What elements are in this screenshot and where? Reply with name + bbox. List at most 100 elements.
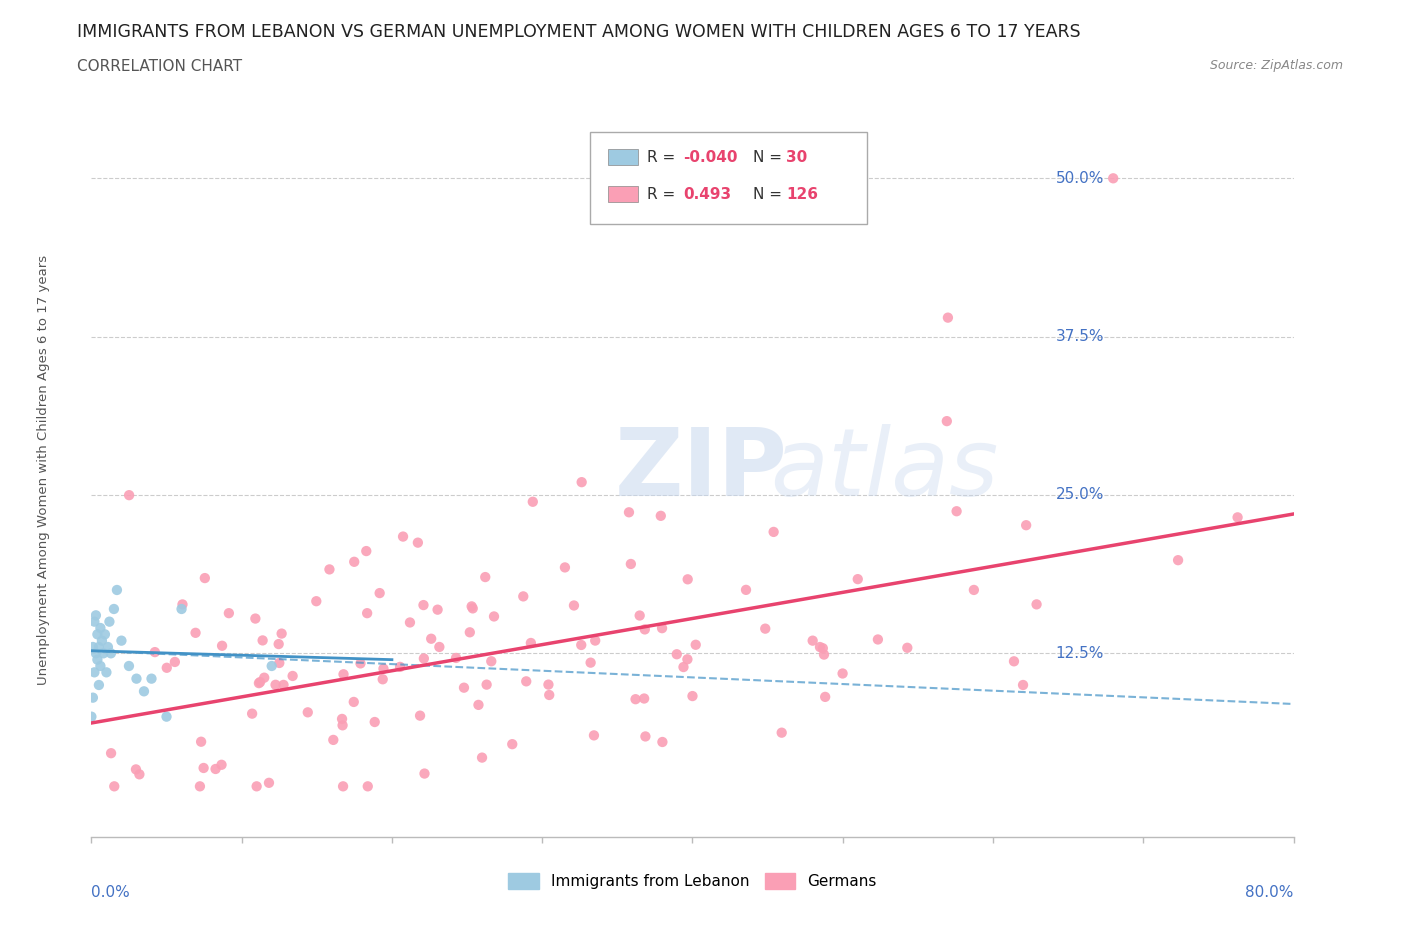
Point [332, 779, 354, 794]
Point [501, 737, 523, 751]
Point [633, 691, 655, 706]
Point [89, 620, 111, 635]
Point [569, 638, 592, 653]
Point [801, 633, 824, 648]
Point [270, 626, 292, 641]
Point [458, 625, 481, 640]
Point [343, 554, 366, 569]
Point [170, 602, 193, 617]
Point [356, 605, 378, 620]
Point [474, 570, 496, 585]
Point [866, 632, 889, 647]
Text: R =: R = [647, 150, 681, 165]
Point [249, 674, 271, 689]
Point [399, 615, 422, 630]
Point [343, 695, 366, 710]
Text: 0.493: 0.493 [683, 187, 731, 202]
Point [357, 779, 380, 794]
Point [194, 571, 217, 586]
Point [163, 655, 186, 670]
Point [650, 509, 672, 524]
Legend: Immigrants from Lebanon, Germans: Immigrants from Lebanon, Germans [502, 868, 883, 896]
Point [125, 671, 148, 686]
Point [665, 647, 688, 662]
Text: 37.5%: 37.5% [1056, 329, 1104, 344]
Point [1226, 510, 1249, 525]
Text: R =: R = [647, 187, 681, 202]
Point [628, 608, 651, 623]
Point [211, 638, 233, 653]
Point [193, 761, 215, 776]
Point [467, 698, 489, 712]
Point [579, 656, 602, 671]
Point [93, 646, 115, 661]
Text: 126: 126 [786, 187, 818, 202]
Point [155, 710, 177, 724]
Point [87, 640, 110, 655]
Point [90, 633, 112, 648]
Point [634, 622, 657, 637]
Point [172, 597, 194, 612]
Point [110, 633, 132, 648]
Point [305, 593, 328, 608]
Point [624, 692, 647, 707]
Point [461, 601, 484, 616]
Point [364, 714, 387, 729]
Point [412, 651, 434, 666]
Text: N =: N = [752, 150, 786, 165]
Point [188, 779, 211, 794]
Point [356, 544, 378, 559]
Point [512, 589, 534, 604]
Point [562, 598, 585, 613]
Point [813, 647, 835, 662]
Point [204, 762, 226, 777]
Point [389, 659, 412, 674]
Text: -0.040: -0.040 [683, 150, 737, 165]
Point [520, 635, 543, 650]
Point [1025, 597, 1047, 612]
Text: 0.0%: 0.0% [91, 884, 131, 899]
FancyBboxPatch shape [609, 186, 638, 202]
Point [211, 757, 233, 772]
Point [156, 660, 179, 675]
Point [373, 661, 395, 676]
Point [617, 505, 640, 520]
Point [132, 684, 155, 698]
Point [371, 671, 394, 686]
Point [936, 311, 959, 325]
Point [84, 608, 107, 623]
Point [297, 705, 319, 720]
Point [281, 669, 304, 684]
Point [583, 633, 606, 648]
Point [413, 766, 436, 781]
Point [218, 605, 240, 620]
Point [685, 637, 707, 652]
Point [762, 525, 785, 539]
Point [240, 706, 263, 721]
Text: Unemployment Among Women with Children Ages 6 to 17 years: Unemployment Among Women with Children A… [37, 255, 49, 684]
Point [479, 654, 502, 669]
Point [96, 665, 118, 680]
Text: 50.0%: 50.0% [1056, 171, 1104, 186]
Text: N =: N = [752, 187, 786, 202]
Text: 30: 30 [786, 150, 807, 165]
Point [264, 677, 287, 692]
Point [118, 487, 141, 502]
Text: atlas: atlas [770, 424, 998, 515]
Point [409, 709, 432, 724]
Point [332, 667, 354, 682]
Point [537, 677, 560, 692]
Point [1167, 552, 1189, 567]
Point [190, 735, 212, 750]
Point [412, 598, 434, 613]
Point [1015, 518, 1038, 533]
Point [651, 735, 673, 750]
Point [349, 656, 371, 671]
Point [260, 658, 283, 673]
Point [460, 599, 482, 614]
Point [471, 751, 494, 765]
Point [330, 711, 353, 726]
Point [392, 529, 415, 544]
Point [554, 560, 576, 575]
Point [846, 572, 869, 587]
